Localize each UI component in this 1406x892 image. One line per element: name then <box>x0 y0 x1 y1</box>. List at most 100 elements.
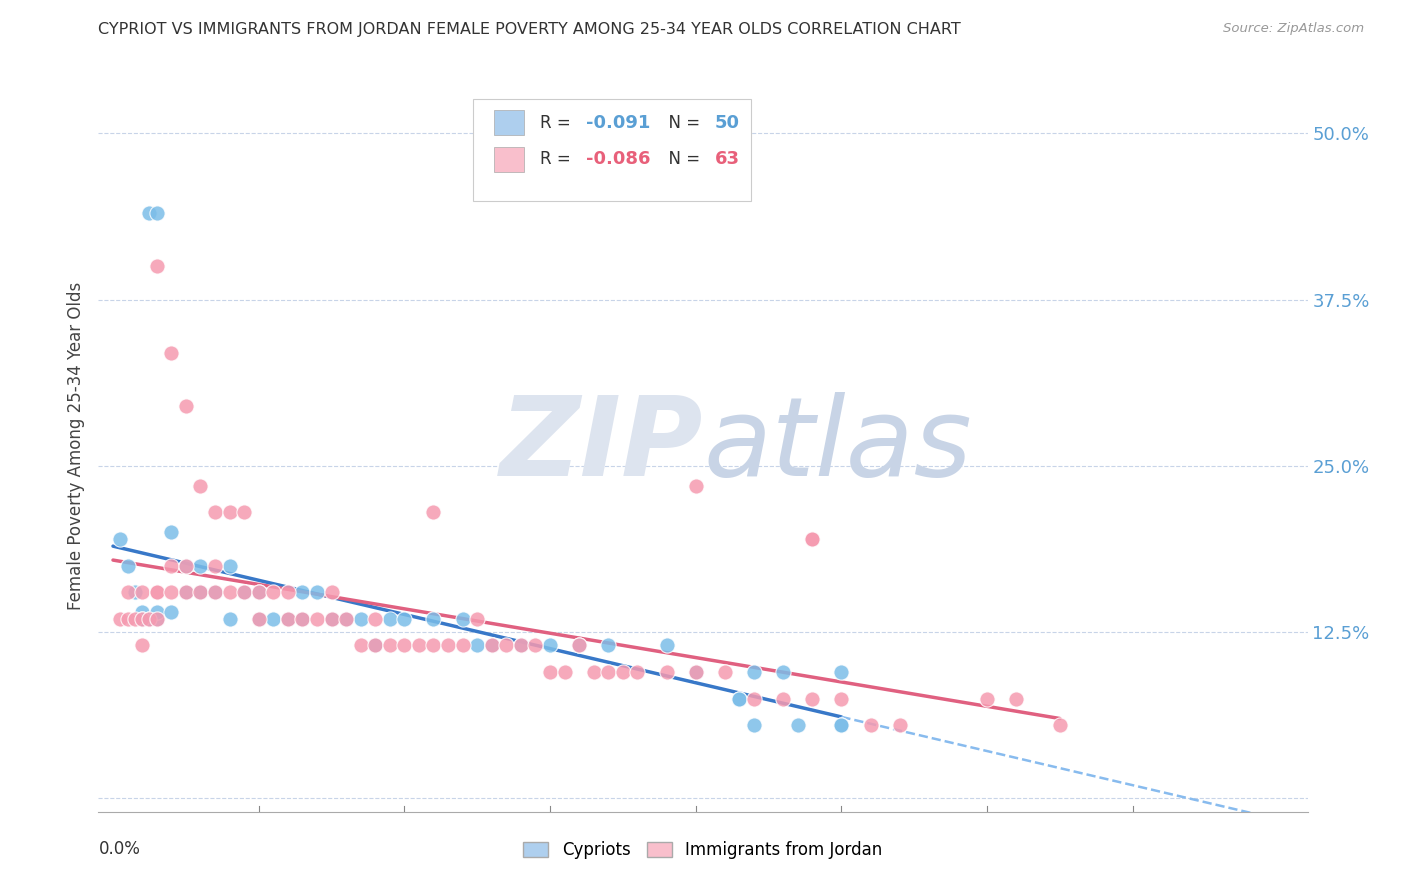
Point <box>174 585 197 599</box>
Point <box>204 558 226 573</box>
Point <box>378 612 401 626</box>
Point <box>801 691 824 706</box>
Legend: Cypriots, Immigrants from Jordan: Cypriots, Immigrants from Jordan <box>516 834 890 865</box>
Point <box>335 612 357 626</box>
Point <box>350 639 373 653</box>
Point <box>321 612 343 626</box>
Point <box>422 639 444 653</box>
Point <box>291 612 314 626</box>
Point <box>145 612 167 626</box>
Point <box>138 612 160 626</box>
Point <box>204 506 226 520</box>
Point <box>110 612 132 626</box>
Point <box>218 558 240 573</box>
FancyBboxPatch shape <box>494 147 524 171</box>
Point <box>262 612 284 626</box>
Point <box>131 612 153 626</box>
Point <box>305 585 328 599</box>
Point <box>655 639 678 653</box>
Point <box>110 532 132 546</box>
Point <box>1049 718 1071 732</box>
Point <box>364 612 387 626</box>
Point <box>145 585 167 599</box>
Point <box>451 639 474 653</box>
Point <box>554 665 576 679</box>
Point <box>218 585 240 599</box>
Point <box>124 612 146 626</box>
Point <box>247 612 270 626</box>
Point <box>728 691 751 706</box>
Text: ZIP: ZIP <box>499 392 703 500</box>
Text: N =: N = <box>658 113 706 132</box>
Point <box>145 585 167 599</box>
Point <box>145 605 167 619</box>
Point <box>145 206 167 220</box>
Point <box>830 691 852 706</box>
Point <box>859 718 882 732</box>
Point <box>568 639 591 653</box>
Point <box>772 665 794 679</box>
Point <box>394 612 416 626</box>
Text: R =: R = <box>540 150 576 169</box>
Point <box>160 558 183 573</box>
Point <box>174 399 197 413</box>
Point <box>138 206 160 220</box>
Point <box>728 691 751 706</box>
Point <box>262 585 284 599</box>
Point <box>190 585 212 599</box>
Point <box>378 639 401 653</box>
FancyBboxPatch shape <box>474 99 751 201</box>
Point <box>350 612 373 626</box>
Text: R =: R = <box>540 113 576 132</box>
Point <box>801 532 824 546</box>
Text: Source: ZipAtlas.com: Source: ZipAtlas.com <box>1223 22 1364 36</box>
Point <box>509 639 531 653</box>
Point <box>538 665 561 679</box>
Point <box>218 506 240 520</box>
Point <box>160 585 183 599</box>
Point <box>291 585 314 599</box>
Point <box>568 639 591 653</box>
Point <box>437 639 460 653</box>
Point <box>582 665 605 679</box>
Point <box>190 479 212 493</box>
Point <box>481 639 503 653</box>
Point <box>364 639 387 653</box>
Point <box>247 585 270 599</box>
Point <box>394 639 416 653</box>
Text: atlas: atlas <box>703 392 972 500</box>
Point <box>233 585 256 599</box>
Point <box>685 665 707 679</box>
Point <box>138 612 160 626</box>
Point <box>481 639 503 653</box>
Point <box>976 691 998 706</box>
Point <box>786 718 808 732</box>
Point <box>117 612 139 626</box>
Point <box>364 639 387 653</box>
Point <box>626 665 648 679</box>
Point <box>598 639 620 653</box>
Point <box>422 506 444 520</box>
Point <box>117 585 139 599</box>
Point <box>160 605 183 619</box>
Point <box>174 558 197 573</box>
Text: -0.086: -0.086 <box>586 150 650 169</box>
Point <box>451 612 474 626</box>
Point <box>247 612 270 626</box>
Point <box>742 718 765 732</box>
Text: 0.0%: 0.0% <box>98 839 141 857</box>
Point <box>321 612 343 626</box>
FancyBboxPatch shape <box>494 111 524 136</box>
Text: 63: 63 <box>716 150 740 169</box>
Point <box>1005 691 1028 706</box>
Point <box>190 585 212 599</box>
Point <box>291 612 314 626</box>
Point <box>685 665 707 679</box>
Point <box>830 718 852 732</box>
Point <box>422 612 444 626</box>
Text: N =: N = <box>658 150 706 169</box>
Text: -0.091: -0.091 <box>586 113 650 132</box>
Point <box>204 585 226 599</box>
Point <box>408 639 430 653</box>
Point <box>465 612 488 626</box>
